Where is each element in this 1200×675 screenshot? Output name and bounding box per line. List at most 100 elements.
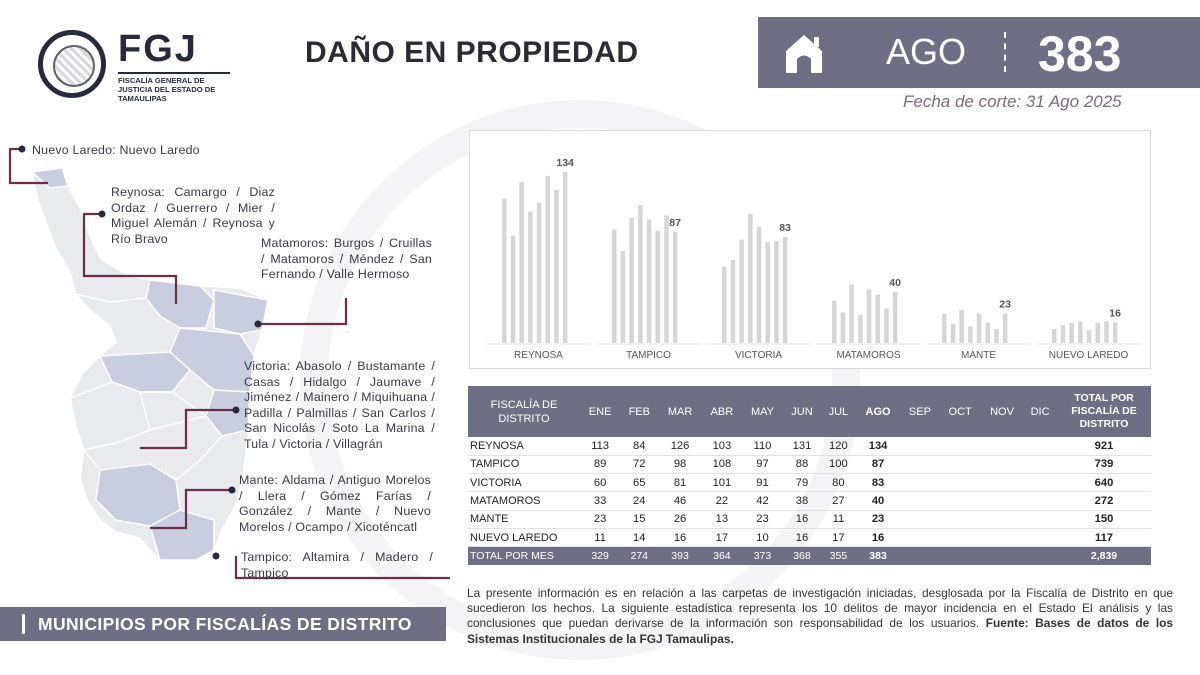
table-row: NUEVO LAREDO 11 14 16 17 10 16 17 16 117 [468, 528, 1151, 548]
bar-mante-mar [959, 309, 964, 343]
series-reynosa: 134 [502, 157, 574, 343]
table-cell: 110 [742, 437, 783, 456]
table-cell [980, 528, 1024, 548]
bar-reynosa-may [536, 202, 542, 343]
table-cell [939, 510, 981, 529]
table-row: TOTAL POR MES 329 274 393 364 373 368 355 383 2,8… [468, 546, 1151, 566]
table-cell: 27 [821, 491, 856, 511]
table-row: REYNOSA 113 84 126 103 110 131 120 134 921 [468, 437, 1151, 456]
map-svg [8, 145, 450, 580]
table-cell: 83 [855, 473, 901, 493]
row-total: 272 [1057, 491, 1151, 511]
bar-tampico-abr [638, 205, 643, 343]
table-row: MATAMOROS 33 24 46 22 42 38 27 40 272 [468, 491, 1151, 511]
header-month-nov: NOV [980, 386, 1024, 437]
row-name: TAMPICO [468, 455, 580, 475]
bar-mante-jul [994, 328, 999, 343]
table-cell [1023, 455, 1057, 475]
table-cell: 383 [855, 546, 901, 566]
district-label-reynosa: Reynosa: Camargo / Diaz Ordaz / Guerrero… [111, 185, 275, 246]
district-label-victoria: Victoria: Abasolo / Bustamante / Casas /… [244, 359, 435, 451]
bar-matamoros-ene [832, 300, 837, 343]
table-cell [1023, 473, 1057, 493]
table-cell: 368 [782, 546, 821, 566]
table-cell [980, 491, 1024, 511]
seal-icon [38, 30, 106, 98]
monthly-bar-chart: 134 REYNOSA 87 TAMPICO 83 VICTORIA 40 MATAMOROS… [469, 130, 1151, 369]
bar-matamoros-mar [849, 284, 854, 343]
district-label-mante: Mante: Aldama / Antiguo Morelos / Llera … [239, 473, 431, 534]
row-total: 640 [1057, 473, 1151, 493]
kpi-total: 383 [1038, 26, 1122, 82]
header-month-jun: JUN [782, 386, 821, 437]
header-month-sep: SEP [900, 386, 940, 437]
footnote: La presente información es en relación a… [467, 586, 1173, 647]
header-month-feb: FEB [620, 386, 659, 437]
table-cell: 33 [580, 491, 621, 511]
table-cell: 393 [658, 546, 702, 566]
series-mante: 23 [942, 299, 1011, 343]
bar-reynosa-ene [502, 198, 507, 343]
bar-matamoros-jul [884, 308, 889, 343]
bar-matamoros-feb [840, 312, 846, 343]
table-cell: 364 [701, 546, 743, 566]
bar-mante-feb [950, 323, 956, 343]
table-cell [900, 528, 940, 548]
bar-nuevo-laredo-may [1086, 330, 1092, 343]
row-total: 921 [1057, 437, 1151, 456]
bar-victoria-abr [748, 214, 753, 343]
table-cell: 46 [658, 491, 702, 511]
map-banner: MUNICIPIOS POR FISCALÍAS DE DISTRITO [0, 607, 446, 641]
table-cell: 131 [782, 437, 821, 456]
table-cell [900, 510, 940, 529]
bar-reynosa-abr [528, 211, 533, 343]
row-name: REYNOSA [468, 437, 580, 456]
tamaulipas-map: Nuevo Laredo: Nuevo Laredo Reynosa: Cama… [0, 130, 460, 590]
table-cell [980, 437, 1024, 456]
table-cell: 89 [580, 455, 621, 475]
bar-reynosa-ago [562, 172, 568, 343]
table-cell: 274 [620, 546, 659, 566]
table-cell: 42 [742, 491, 783, 511]
table-cell: 11 [580, 528, 621, 548]
bar-victoria-ene [722, 266, 727, 343]
table-cell: 100 [821, 455, 856, 475]
cutoff-date: Fecha de corte: 31 Ago 2025 [903, 92, 1122, 111]
table-cell [939, 455, 981, 475]
month-kpi-banner: AGO 383 [758, 17, 1200, 88]
chart-svg: 134 REYNOSA 87 TAMPICO 83 VICTORIA 40 MATAMOROS… [486, 157, 1141, 361]
bar-nuevo-laredo-mar [1069, 322, 1074, 343]
table-cell: 72 [620, 455, 659, 475]
bar-victoria-jul [774, 240, 779, 343]
table-cell [1023, 491, 1057, 511]
region-tampico [149, 509, 215, 561]
table-cell [900, 473, 940, 493]
table-cell: 98 [658, 455, 702, 475]
bar-mante-jun [985, 322, 990, 343]
table-cell: 80 [821, 473, 856, 493]
region-reynosa [145, 279, 215, 329]
table-row: VICTORIA 60 65 81 101 91 79 80 83 640 [468, 473, 1151, 493]
table-cell [939, 546, 981, 566]
bar-nuevo-laredo-jun [1095, 322, 1100, 343]
bar-matamoros-abr [858, 314, 863, 343]
header-month-ene: ENE [580, 386, 621, 437]
header-total: TOTAL POR FISCALÍA DE DISTRITO [1057, 386, 1151, 437]
table-cell [939, 437, 981, 456]
connector-mante [150, 488, 232, 530]
table-cell [939, 491, 981, 511]
table-cell: 24 [620, 491, 659, 511]
table-cell [980, 510, 1024, 529]
header-month-jul: JUL [821, 386, 856, 437]
table-cell [1023, 437, 1057, 456]
table-cell: 65 [620, 473, 659, 493]
table-cell: 60 [580, 473, 621, 493]
table-header: FISCALÍA DE DISTRITO ENE FEB MAR ABR MAY JUN J… [468, 386, 1151, 437]
header-fiscalia: FISCALÍA DE DISTRITO [468, 386, 580, 437]
table-cell: 16 [782, 510, 821, 529]
series-victoria: 83 [722, 214, 791, 343]
bar-mante-may [976, 313, 982, 343]
data-label-reynosa: 134 [556, 157, 574, 169]
series-matamoros: 40 [832, 277, 901, 343]
data-table: FISCALÍA DE DISTRITO ENE FEB MAR ABR MAY JUN J… [468, 386, 1151, 566]
